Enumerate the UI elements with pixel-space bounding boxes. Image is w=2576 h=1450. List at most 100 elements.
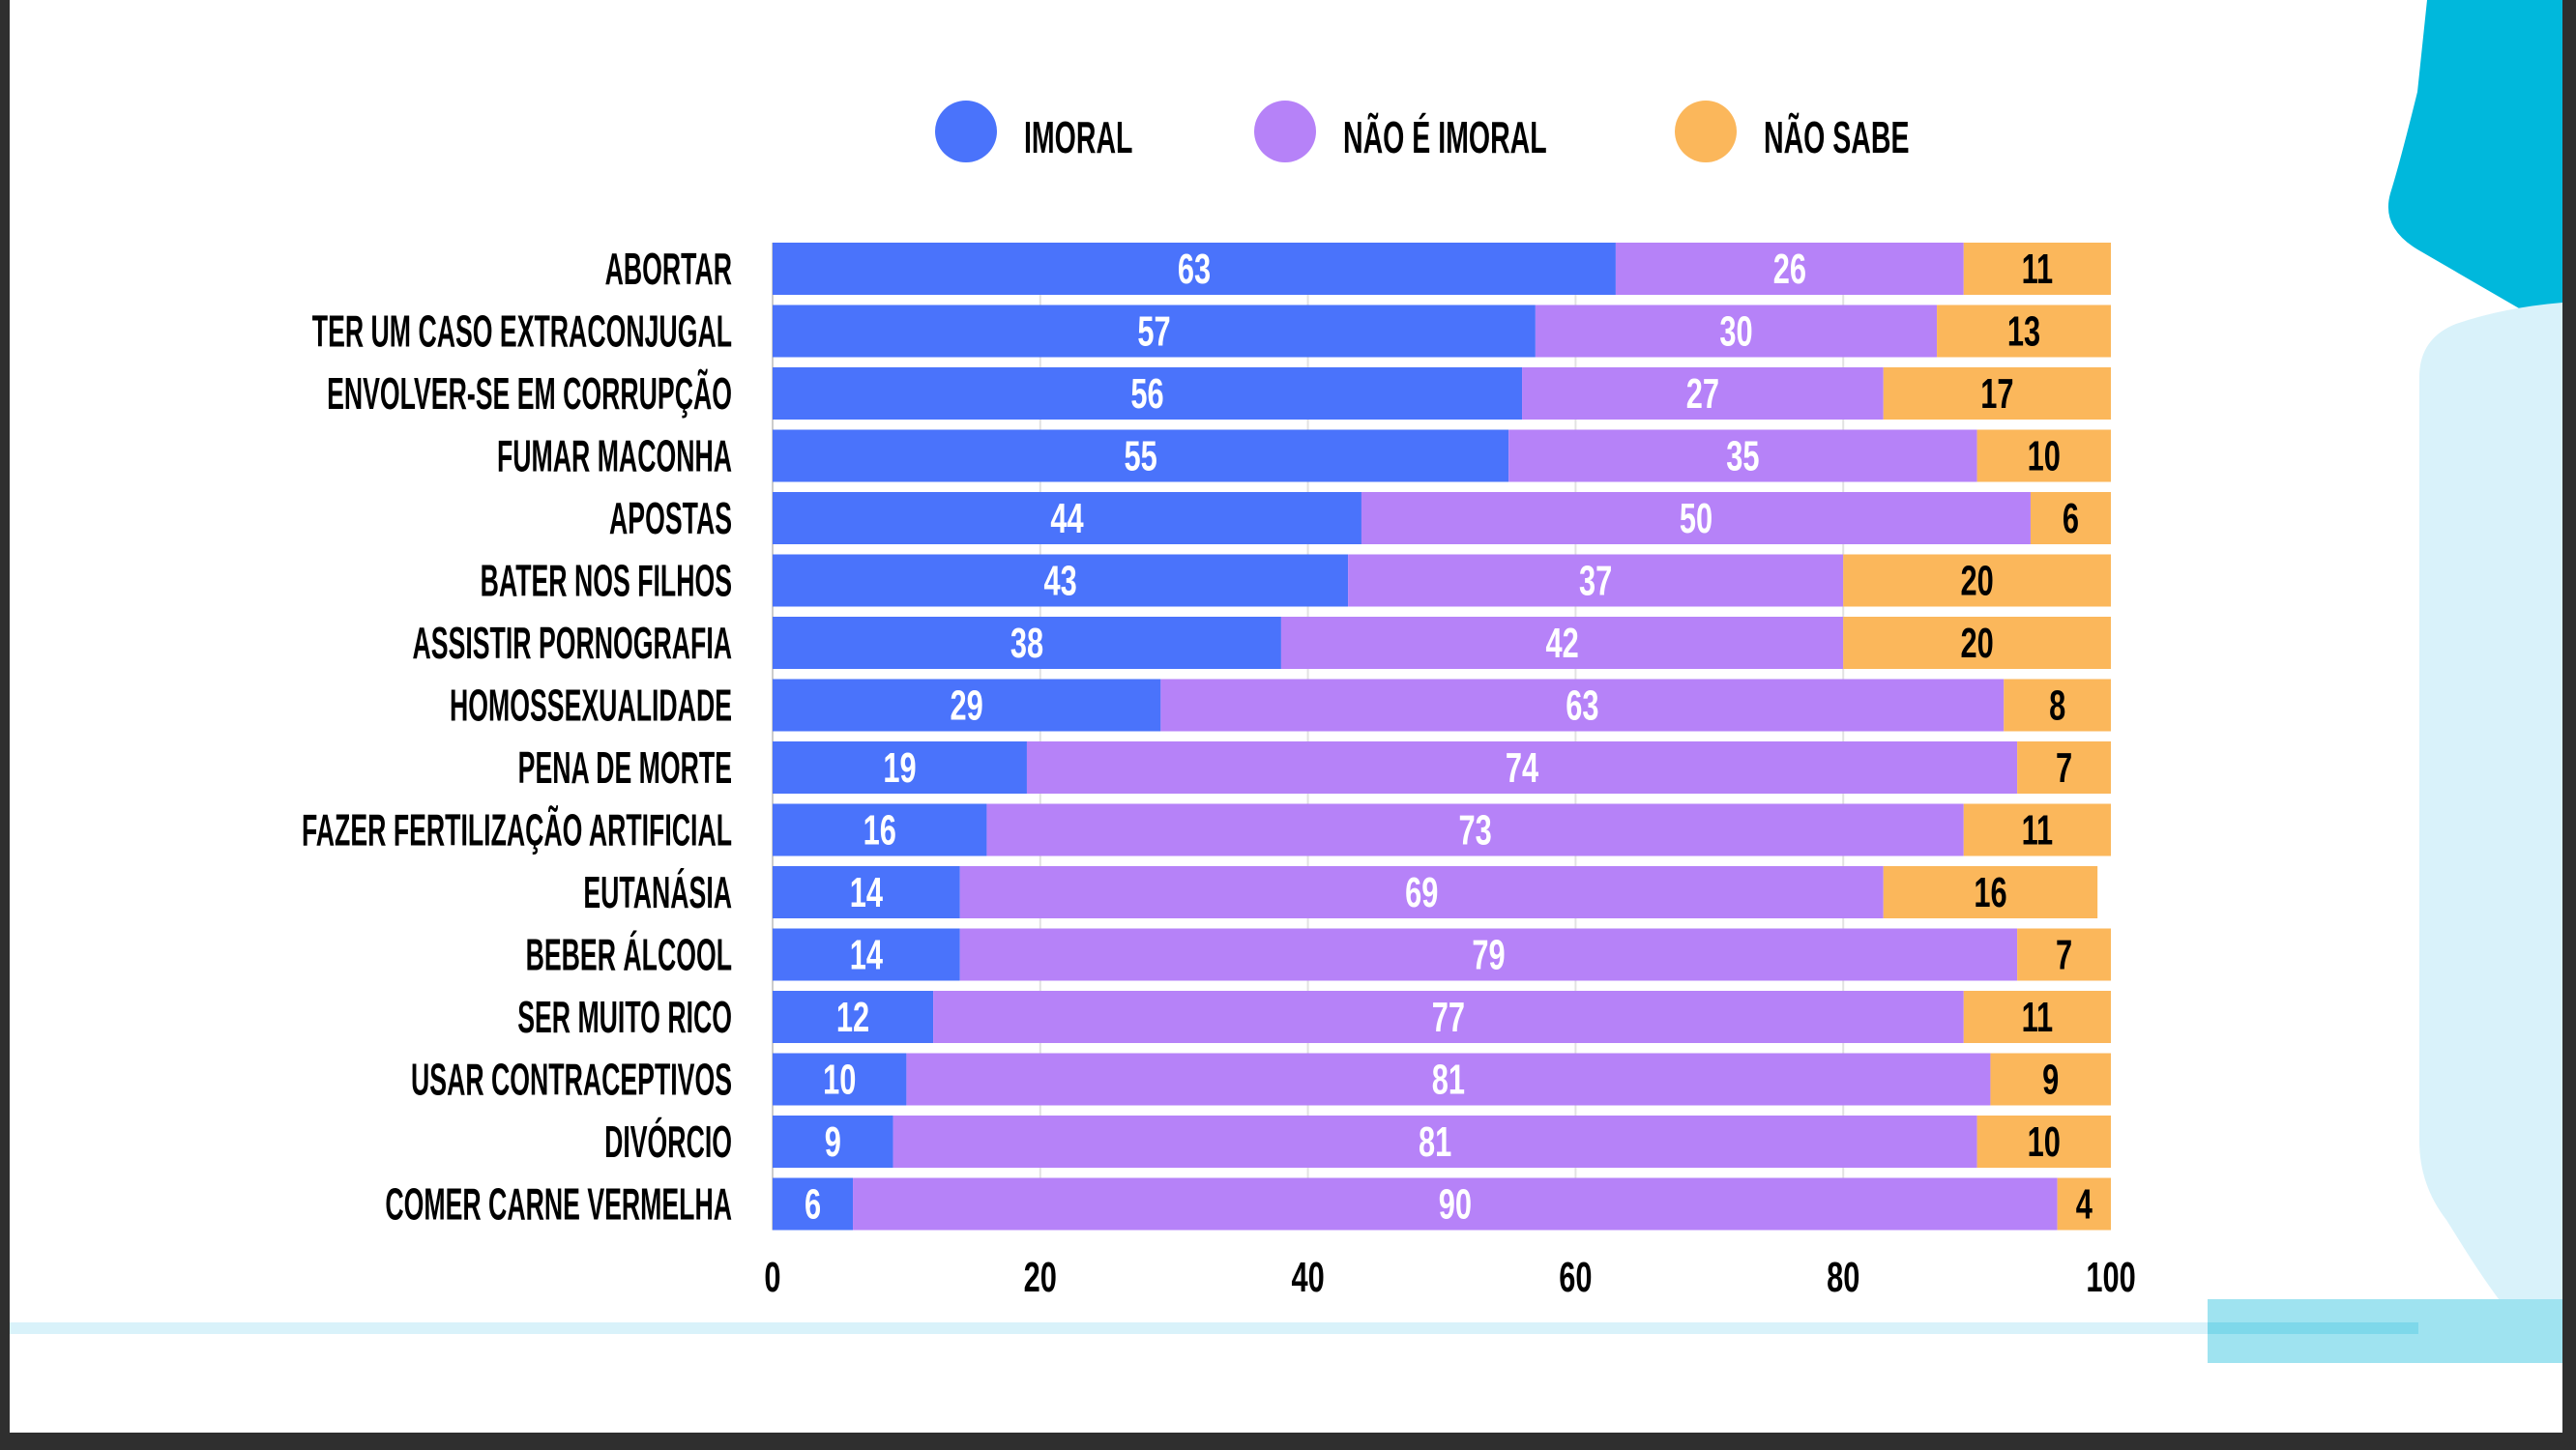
bar-segment-nao-sabe xyxy=(2030,492,2111,544)
data-label: 14 xyxy=(850,870,883,917)
data-label: 10 xyxy=(823,1057,856,1104)
data-label: 9 xyxy=(825,1119,841,1167)
bar-segment-nao-sabe xyxy=(1976,1116,2111,1168)
data-label: 63 xyxy=(1178,246,1211,294)
bar-segment-imoral xyxy=(773,928,960,981)
data-label: 43 xyxy=(1043,558,1076,605)
legend-marker xyxy=(935,101,997,162)
x-tick-label: 20 xyxy=(1024,1255,1057,1302)
bar-segment-nao-imoral xyxy=(1615,243,1964,295)
data-label: 50 xyxy=(1680,496,1712,543)
bar-segment-imoral xyxy=(773,243,1616,295)
data-label: 69 xyxy=(1405,870,1438,917)
data-label: 56 xyxy=(1130,371,1163,419)
data-label: 6 xyxy=(805,1181,821,1229)
bar-segment-nao-sabe xyxy=(1883,367,2111,420)
bars: 63 26 11 57 30 13 56 27 17 55 35 10 44 50 6 43 37 20 38 42 2… xyxy=(773,243,2111,1231)
data-label: 37 xyxy=(1579,558,1612,605)
bar-segment-nao-sabe xyxy=(1963,991,2111,1043)
data-label: 77 xyxy=(1432,995,1465,1042)
data-label: 79 xyxy=(1472,932,1505,979)
data-label: 30 xyxy=(1719,308,1752,356)
decoration xyxy=(10,0,2562,1363)
data-label: 16 xyxy=(864,807,896,855)
bar-segment-nao-sabe xyxy=(2017,928,2111,981)
category-label: FAZER FERTILIZAÇÃO ARTIFICIAL xyxy=(302,805,732,855)
data-label: 38 xyxy=(1010,621,1043,668)
data-label: 57 xyxy=(1137,308,1170,356)
category-label: HOMOSSEXUALIDADE xyxy=(450,681,732,730)
bar-segment-nao-imoral xyxy=(1160,679,2005,732)
data-label: 14 xyxy=(850,932,883,979)
bar-segment-nao-imoral xyxy=(906,1053,1991,1106)
category-label: EUTANÁSIA xyxy=(583,867,732,916)
bar-segment-nao-sabe xyxy=(1883,866,2098,918)
x-tick-label: 80 xyxy=(1827,1255,1859,1302)
data-label: 7 xyxy=(2056,932,2072,979)
bar-segment-imoral xyxy=(773,866,960,918)
category-label: TER UM CASO EXTRACONJUGAL xyxy=(312,306,732,356)
bar-segment-imoral xyxy=(773,1053,907,1106)
legend-label: IMORAL xyxy=(1024,113,1132,163)
category-label: ABORTAR xyxy=(605,244,732,293)
category-label: DIVÓRCIO xyxy=(604,1116,732,1166)
category-label: COMER CARNE VERMELHA xyxy=(385,1179,732,1229)
data-label: 55 xyxy=(1124,433,1156,480)
data-label: 81 xyxy=(1419,1119,1451,1167)
bar-segment-nao-imoral xyxy=(1522,367,1884,420)
bar-segment-nao-sabe xyxy=(2004,679,2111,732)
data-label: 26 xyxy=(1773,246,1806,294)
bar-segment-nao-imoral xyxy=(1026,741,2018,794)
data-label: 7 xyxy=(2056,745,2072,793)
bar-segment-imoral xyxy=(773,1116,893,1168)
bar-segment-imoral xyxy=(773,554,1349,607)
data-label: 4 xyxy=(2076,1181,2093,1229)
legend-label: NÃO É IMORAL xyxy=(1343,112,1547,163)
bar-segment-imoral xyxy=(773,803,987,856)
bottom-line xyxy=(10,1322,2417,1334)
category-label: PENA DE MORTE xyxy=(518,742,732,792)
data-label: 20 xyxy=(1960,621,1993,668)
bar-segment-imoral xyxy=(773,741,1027,794)
bar-segment-nao-sabe xyxy=(1990,1053,2111,1106)
data-label: 8 xyxy=(2049,682,2065,730)
bar-segment-nao-imoral xyxy=(959,866,1884,918)
bar-segment-nao-imoral xyxy=(986,803,1964,856)
x-tick-label: 60 xyxy=(1559,1255,1592,1302)
legend-marker xyxy=(1675,101,1737,162)
bottom-band-overlap xyxy=(2208,1322,2418,1334)
data-label: 12 xyxy=(836,995,869,1042)
bar-segment-nao-sabe xyxy=(1843,554,2111,607)
data-label: 35 xyxy=(1726,433,1759,480)
bar-segment-nao-imoral xyxy=(1280,617,1844,669)
category-label: ENVOLVER-SE EM CORRUPÇÃO xyxy=(327,368,732,418)
data-label: 20 xyxy=(1960,558,1993,605)
data-label: 10 xyxy=(2028,433,2061,480)
x-tick-label: 100 xyxy=(2086,1255,2135,1302)
bar-segment-nao-imoral xyxy=(853,1177,2058,1231)
data-label: 90 xyxy=(1439,1181,1472,1229)
data-label: 17 xyxy=(1980,371,2013,419)
bar-segment-nao-imoral xyxy=(893,1116,1977,1168)
category-label: USAR CONTRACEPTIVOS xyxy=(411,1055,732,1104)
bar-segment-nao-sabe xyxy=(1963,803,2111,856)
legend: IMORAL NÃO É IMORAL NÃO SABE xyxy=(935,101,1910,163)
data-label: 19 xyxy=(883,745,916,793)
data-label: 11 xyxy=(2022,246,2054,294)
x-axis-ticks: 0 20 40 60 80 100 xyxy=(764,1255,2135,1302)
data-label: 63 xyxy=(1566,682,1598,730)
x-tick-label: 0 xyxy=(764,1255,780,1302)
data-label: 73 xyxy=(1458,807,1491,855)
data-label: 11 xyxy=(2022,995,2054,1042)
bar-segment-nao-sabe xyxy=(1963,243,2111,295)
bar-segment-imoral xyxy=(773,492,1361,544)
data-label: 29 xyxy=(951,682,983,730)
category-label: APOSTAS xyxy=(609,493,732,542)
data-label: 13 xyxy=(2007,308,2040,356)
data-label: 6 xyxy=(2063,496,2079,543)
light-blue-shape xyxy=(2419,303,2562,1353)
bar-segment-nao-imoral xyxy=(933,991,1964,1043)
legend-marker xyxy=(1254,101,1316,162)
category-label: BEBER ÁLCOOL xyxy=(526,930,732,979)
